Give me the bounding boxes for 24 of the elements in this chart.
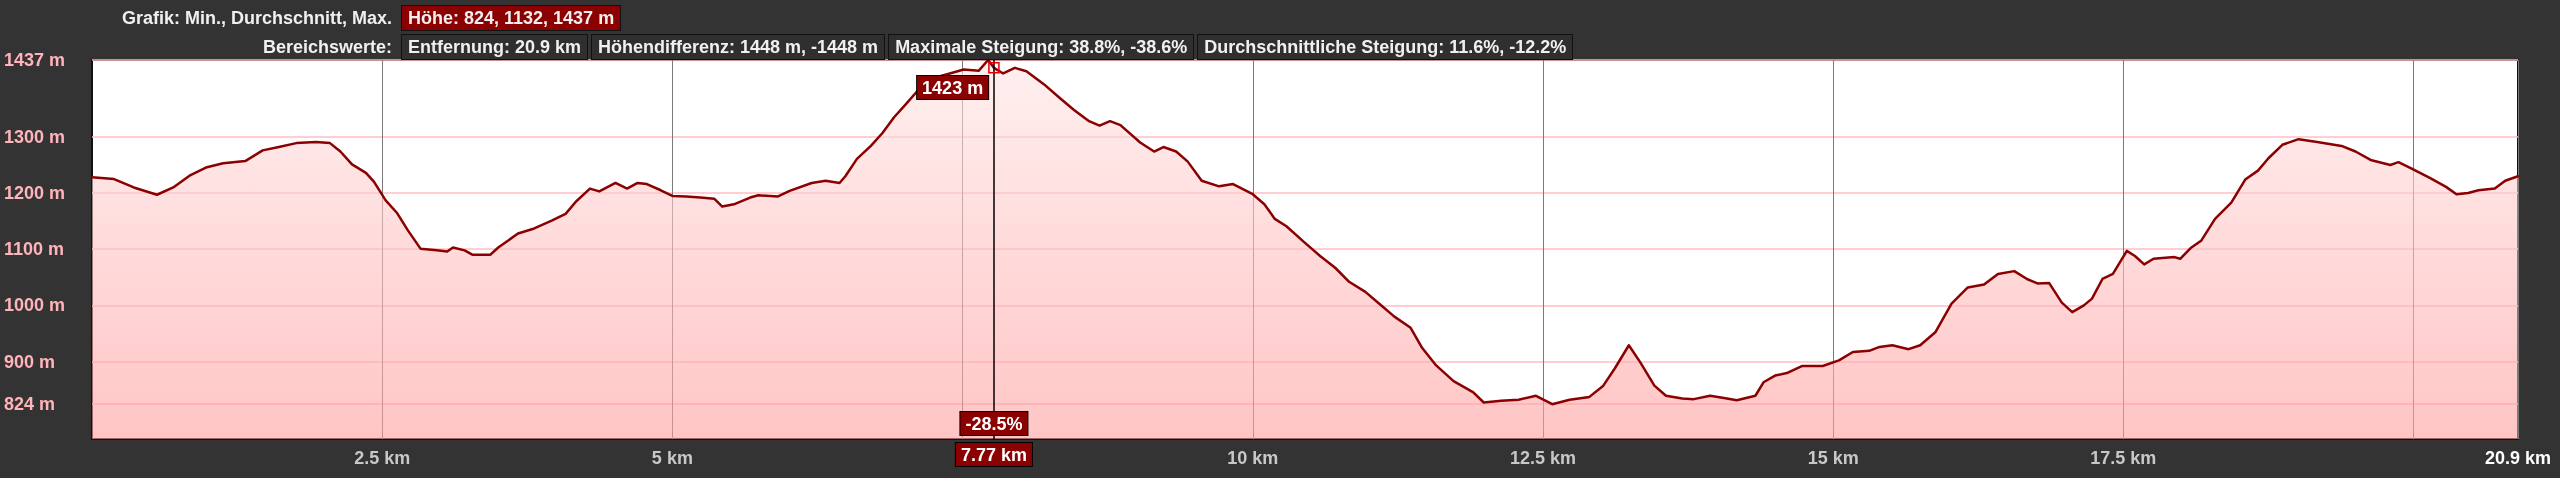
text: Durchschnittliche Steigung: 11.6%, -12.2% (1197, 34, 1574, 60)
x-tick-label: 12.5 km (1509, 448, 1576, 468)
text: Entfernung: 20.9 km (401, 34, 589, 60)
x-tick-label: 20.9 km (2484, 448, 2552, 468)
y-tick-label: 1100 m (4, 239, 65, 260)
text: Grafik: Min., Durchschnitt, Max. (120, 7, 393, 29)
x-tick-label: 5 km (651, 448, 693, 468)
annotation: 1423 m (922, 78, 984, 99)
y-tick-label: 1000 m (4, 295, 66, 316)
y-tick-label: 1300 m (4, 126, 66, 147)
y-tick-label: 1437 m (4, 50, 66, 70)
text: Höhe: 824, 1132, 1437 m (401, 5, 622, 31)
x-tick-label: 2.5 km (354, 448, 411, 468)
text: Höhendifferenz: 1448 m, -1448 m (591, 34, 886, 60)
y-tick-label: 824 m (4, 394, 56, 415)
text: Bereichswerte: (262, 36, 392, 57)
x-tick-label: 10 km (1227, 448, 1279, 468)
annotation: -28.5% (965, 414, 1023, 434)
y-tick-label: 900 m (4, 351, 56, 372)
text: Maximale Steigung: 38.8%, -38.6% (888, 34, 1195, 60)
ref-line-label: 7.77 km (960, 445, 1027, 465)
y-tick-label: 1200 m (4, 183, 66, 204)
x-tick-label: 17.5 km (2090, 448, 2157, 468)
x-tick-label: 15 km (1807, 448, 1859, 468)
